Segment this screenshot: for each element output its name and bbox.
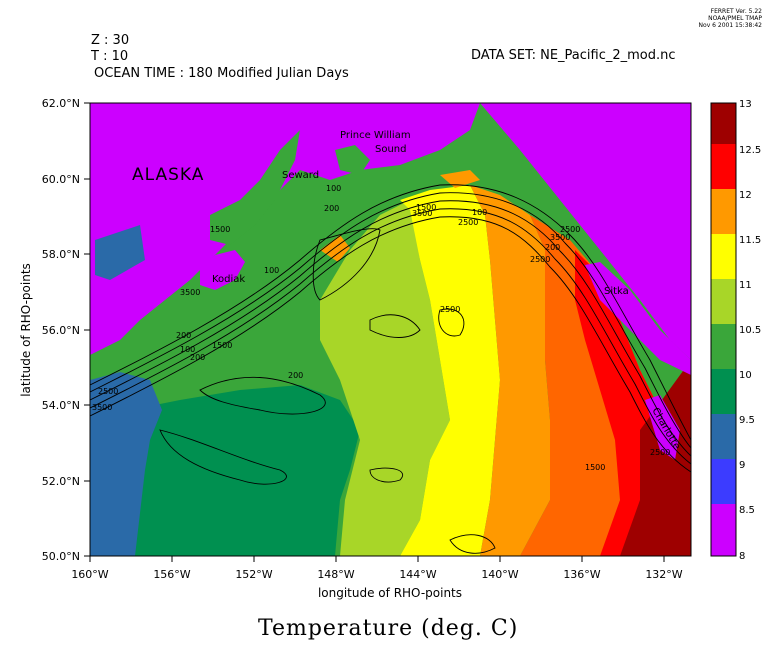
contour-label: 2500: [98, 387, 118, 396]
software-name: FERRET Ver. 5.22: [710, 8, 762, 15]
software-org: NOAA/PMEL TMAP: [708, 15, 762, 22]
contour-label: 2500: [440, 305, 460, 314]
y-tick-label: 56.0°N: [42, 324, 80, 337]
y-tick-label: 54.0°N: [42, 399, 80, 412]
band-11-11.5: [400, 185, 500, 556]
y-tick-label: 50.0°N: [42, 550, 80, 563]
x-tick-label: 156°W: [153, 568, 190, 581]
colorbar-swatch: [711, 103, 736, 144]
y-axis-title: latitude of RHO-points: [19, 263, 33, 397]
contour-label: 3500: [550, 233, 570, 242]
time-step-label: T : 10: [91, 49, 129, 64]
contour-label: 200: [176, 331, 191, 340]
contour-label: 2500: [560, 225, 580, 234]
cook-inlet-fringe: [210, 130, 300, 245]
x-tick-label: 136°W: [563, 568, 600, 581]
contour-label: 200: [324, 204, 339, 213]
label-kodiak: Kodiak: [212, 274, 245, 285]
bristol-bay-water: [95, 225, 145, 280]
colorbar-label: 9: [739, 460, 745, 471]
band-10.5-11: [320, 200, 450, 556]
contour-label: 100: [472, 208, 487, 217]
colorbar-label: 12: [739, 190, 752, 201]
colorbar-swatch: [711, 459, 736, 504]
x-tick-label: 132°W: [645, 568, 682, 581]
contour-label: 2500: [458, 218, 478, 227]
label-seward: Seward: [282, 170, 319, 181]
label-alaska: ALASKA: [132, 165, 204, 185]
colorbar-label: 13: [739, 99, 752, 110]
colorbar-label: 8: [739, 551, 745, 562]
contour-label: 100: [326, 184, 341, 193]
contour-label: 3500: [180, 288, 200, 297]
contour-label: 1500: [212, 341, 232, 350]
prince-william-sound-water: [335, 145, 370, 175]
colorbar-swatch: [711, 414, 736, 459]
y-tick-label: 58.0°N: [42, 248, 80, 261]
y-tick-label: 60.0°N: [42, 173, 80, 186]
land-alaska: [90, 103, 480, 355]
colorbar-label: 10: [739, 370, 752, 381]
colorbar-label: 10.5: [739, 325, 761, 336]
x-tick-label: 144°W: [399, 568, 436, 581]
band-12.5-13: [575, 250, 660, 556]
contour-label: 100: [180, 345, 195, 354]
contour-label: 200: [288, 371, 303, 380]
colorbar-swatch: [711, 279, 736, 324]
band-9-9.5: [90, 372, 162, 556]
axis-ticks: [84, 102, 665, 562]
x-tick-label: 148°W: [317, 568, 354, 581]
contour-label: 200: [545, 243, 560, 252]
contour-label: 100: [264, 266, 279, 275]
contour-label: 2500: [530, 255, 550, 264]
contour-label: 2500: [650, 448, 670, 457]
temperature-map: 100 200 1500 2500 3500 100 200 3500 2500…: [19, 97, 761, 600]
x-tick-label: 140°W: [481, 568, 518, 581]
contour-label: 1500: [210, 225, 230, 234]
colorbar-swatch: [711, 504, 736, 556]
map-field: 100 200 1500 2500 3500 100 200 3500 2500…: [90, 103, 691, 556]
label-sound: Sound: [375, 144, 407, 155]
contour-label: 1500: [585, 463, 605, 472]
label-prince-william: Prince William: [340, 130, 411, 141]
colorbar-label: 11.5: [739, 235, 761, 246]
y-tick-label: 62.0°N: [42, 97, 80, 110]
render-timestamp: Nov 6 2001 15:38:42: [698, 22, 762, 29]
z-level-label: Z : 30: [91, 33, 130, 48]
label-sitka: Sitka: [604, 286, 629, 297]
software-stamp: FERRET Ver. 5.22 NOAA/PMEL TMAP Nov 6 20…: [640, 8, 762, 29]
colorbar-swatch: [711, 369, 736, 414]
ocean-time-label: OCEAN TIME : 180 Modified Julian Days: [94, 66, 349, 81]
x-tick-label: 160°W: [71, 568, 108, 581]
band-9.5-10: [90, 385, 360, 556]
x-tick-label: 152°W: [235, 568, 272, 581]
kodiak-island: [200, 250, 245, 290]
y-tick-label: 52.0°N: [42, 475, 80, 488]
colorbar-label: 11: [739, 280, 752, 291]
shelf-warm-patch: [440, 170, 480, 188]
contour-label: 200: [190, 353, 205, 362]
dataset-label: DATA SET: NE_Pacific_2_mod.nc: [471, 48, 676, 63]
land-southeast: [585, 262, 691, 375]
land-gulf-coast: [90, 103, 691, 360]
band-11.5-12: [470, 185, 550, 556]
colorbar-swatch: [711, 324, 736, 369]
contour-label: 1500: [416, 203, 436, 212]
contour-label: 3500: [92, 403, 112, 412]
colorbar-label: 12.5: [739, 145, 761, 156]
depth-contours: [90, 184, 691, 554]
contour-label: 3500: [412, 209, 432, 218]
colorbar-label: 8.5: [739, 505, 755, 516]
x-axis-title: longitude of RHO-points: [318, 586, 462, 600]
band-above-13: [620, 360, 691, 556]
colorbar-label: 9.5: [739, 415, 755, 426]
queen-charlotte-islands: [645, 395, 680, 460]
figure-title: Temperature (deg. C): [258, 616, 519, 641]
colorbar: [710, 102, 737, 557]
